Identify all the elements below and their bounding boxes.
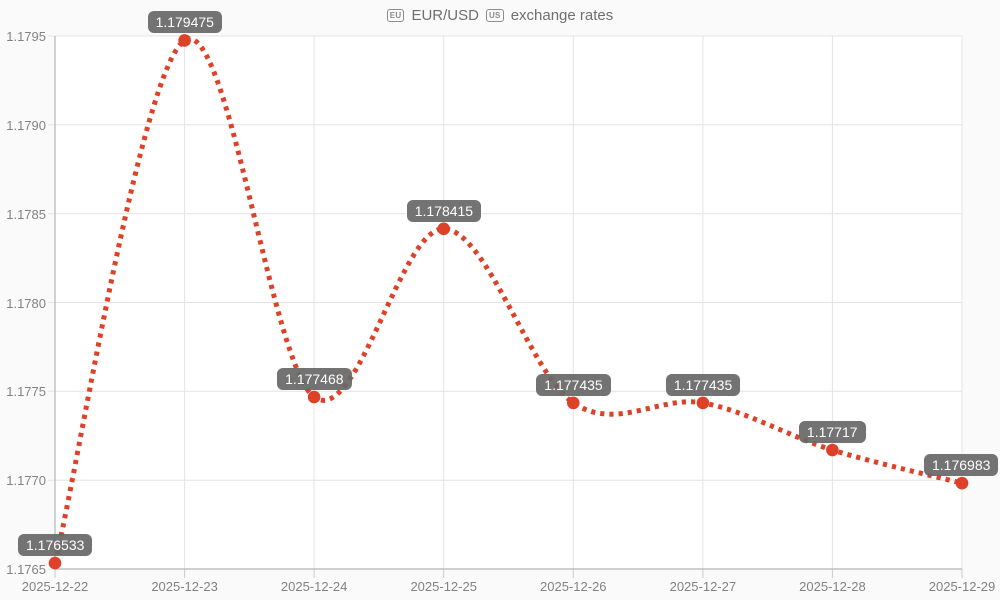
chart-title: EU EUR/USD US exchange rates xyxy=(0,7,1000,24)
chart-title-pair: EUR/USD xyxy=(411,7,479,24)
point-value-label: 1.177468 xyxy=(277,368,352,391)
rate-line xyxy=(52,36,963,564)
x-tick-label: 2025-12-25 xyxy=(410,579,477,594)
x-tick-label: 2025-12-23 xyxy=(151,579,218,594)
y-tick-label: 1.1775 xyxy=(6,384,46,400)
y-tick-label: 1.1795 xyxy=(6,29,46,44)
point-value-label: 1.17717 xyxy=(798,420,866,443)
point-value-label: 1.177435 xyxy=(665,373,741,396)
point-value-label: 1.178415 xyxy=(406,199,482,222)
x-tick-label: 2025-12-24 xyxy=(280,579,348,594)
x-tick-label: 2025-12-27 xyxy=(669,579,737,594)
data-point-markers xyxy=(48,34,969,570)
y-tick-label: 1.1785 xyxy=(6,206,46,222)
y-tick-label: 1.1790 xyxy=(6,117,46,133)
point-value-label: 1.177435 xyxy=(536,373,611,396)
y-tick-label: 1.1765 xyxy=(6,562,46,577)
point-value-label: 1.176533 xyxy=(18,534,93,557)
x-tick-label: 2025-12-28 xyxy=(799,579,866,594)
point-value-label: 1.176983 xyxy=(924,454,999,477)
us-flag-icon: US xyxy=(485,9,504,22)
x-tick-label: 2025-12-29 xyxy=(928,579,996,594)
eu-flag-icon: EU xyxy=(386,9,405,22)
x-tick-label: 2025-12-26 xyxy=(540,579,607,594)
y-tick-label: 1.1770 xyxy=(6,473,46,489)
x-tick-label: 2025-12-22 xyxy=(21,579,89,594)
chart-title-suffix: exchange rates xyxy=(510,7,614,24)
y-tick-label: 1.1780 xyxy=(6,295,46,311)
point-value-label: 1.179475 xyxy=(147,11,222,34)
